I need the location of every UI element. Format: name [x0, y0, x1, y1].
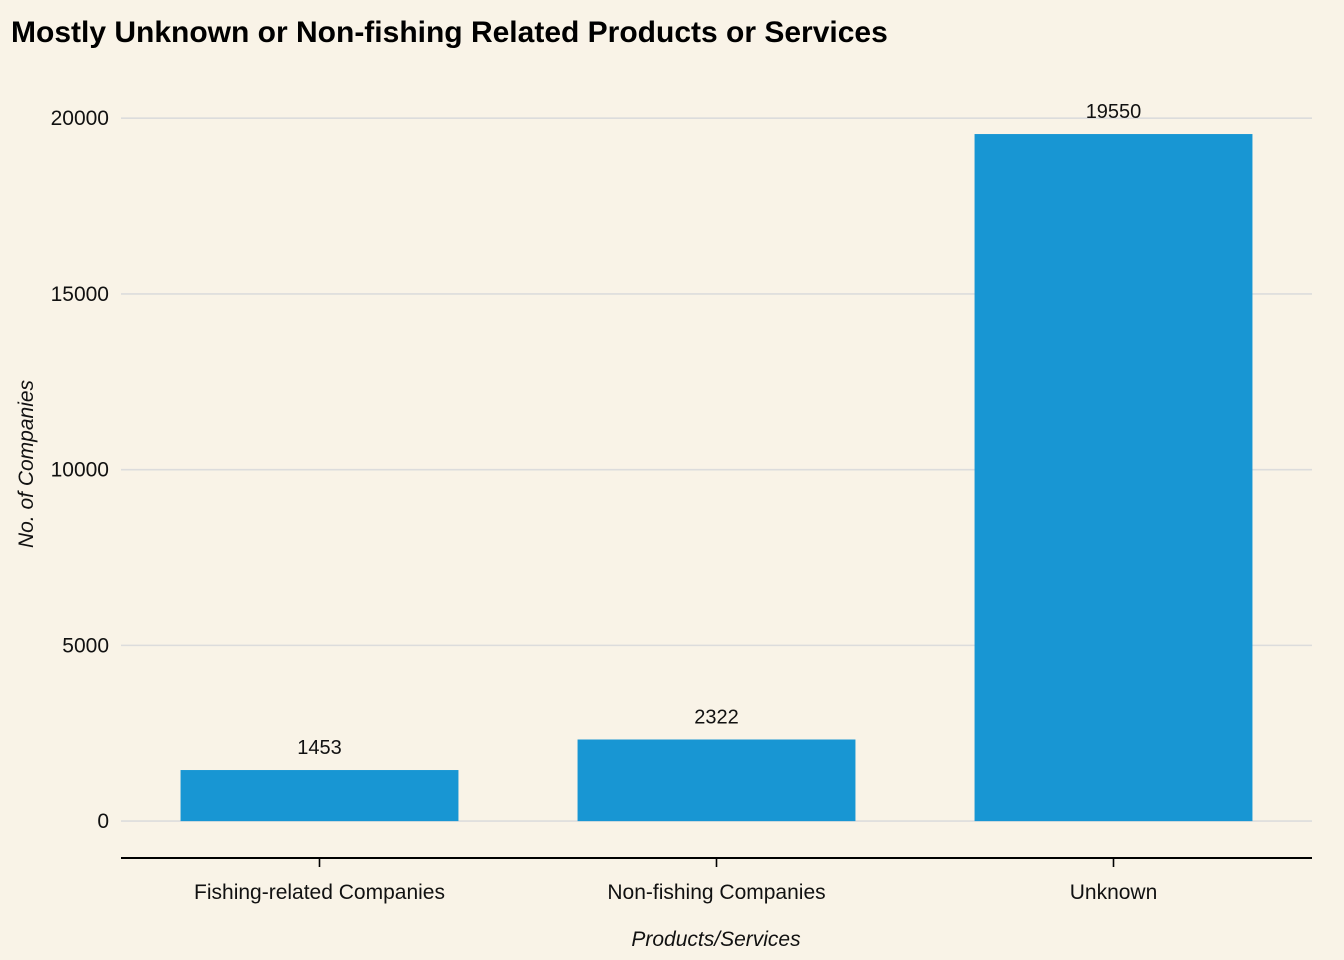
x-tick-label-1: Non-fishing Companies [607, 881, 825, 904]
bar-0 [180, 770, 459, 822]
y-tick-label-20000: 20000 [51, 107, 109, 130]
data-labels: 1453 2322 19550 [297, 101, 1141, 759]
y-tick-label-15000: 15000 [51, 283, 109, 306]
bars [180, 134, 1253, 822]
data-label-1: 2322 [694, 706, 739, 728]
bar-2 [974, 134, 1253, 822]
y-tick-label-0: 0 [97, 810, 109, 833]
data-label-0: 1453 [297, 737, 342, 759]
x-axis-title: Products/Services [631, 928, 801, 951]
chart-title: Mostly Unknown or Non-fishing Related Pr… [11, 16, 888, 49]
y-axis-title: No. of Companies [15, 379, 38, 548]
x-tick-label-0: Fishing-related Companies [194, 881, 445, 904]
x-tick-label-2: Unknown [1070, 881, 1158, 904]
data-label-2: 19550 [1086, 101, 1142, 123]
y-axis-ticks: 0 5000 10000 15000 20000 [51, 107, 109, 833]
y-tick-label-5000: 5000 [62, 634, 109, 657]
bar-1 [577, 739, 856, 822]
x-axis-ticks: Fishing-related Companies Non-fishing Com… [194, 858, 1157, 904]
y-tick-label-10000: 10000 [51, 459, 109, 482]
